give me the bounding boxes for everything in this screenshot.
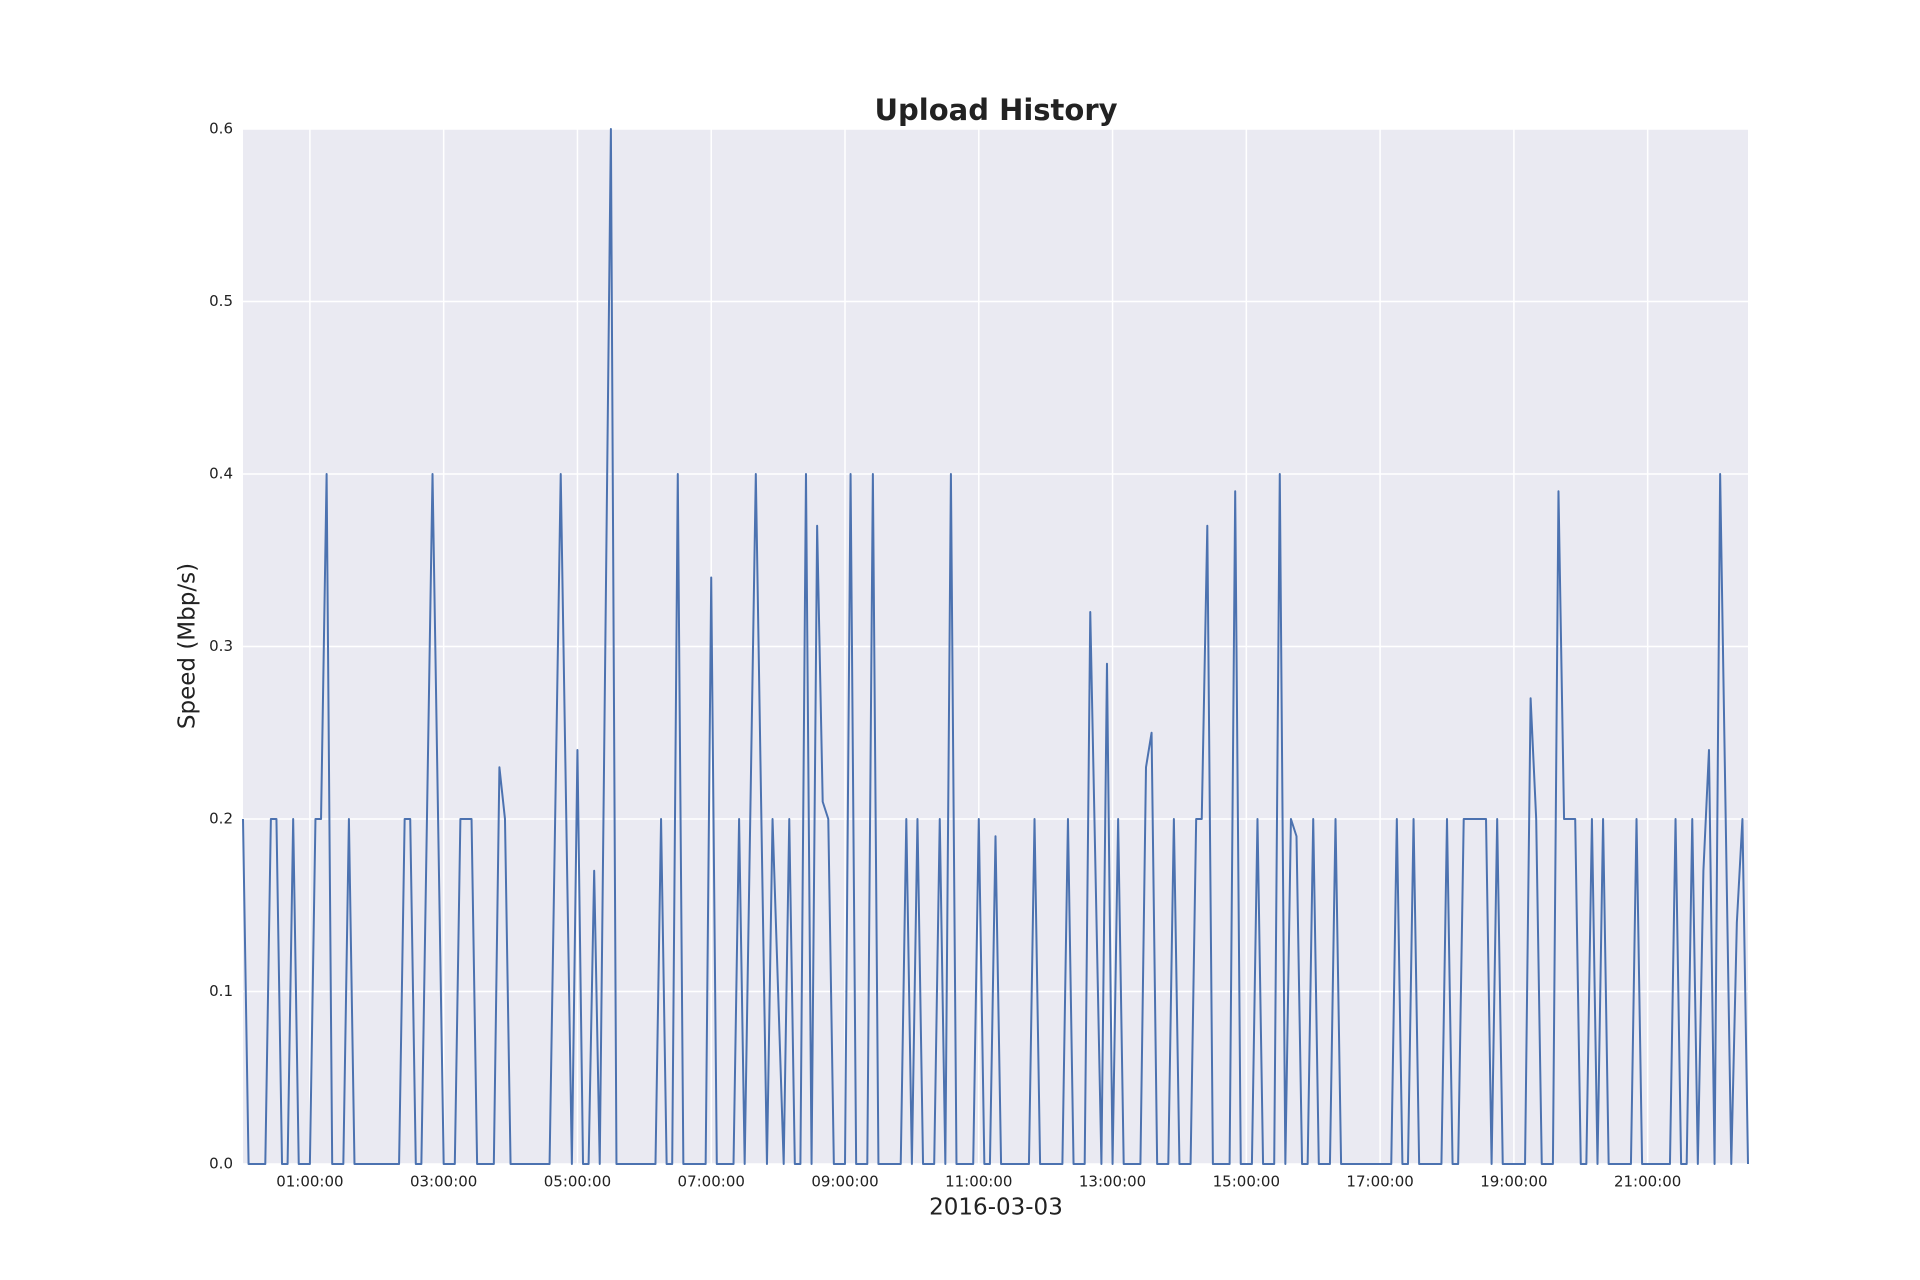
y-tick-label: 0.4	[209, 465, 233, 483]
x-tick-label: 05:00:00	[544, 1173, 611, 1191]
x-tick-label: 19:00:00	[1480, 1173, 1547, 1191]
y-tick-label: 0.3	[209, 637, 233, 655]
y-tick-label: 0.5	[209, 292, 233, 310]
x-tick-label: 13:00:00	[1079, 1173, 1146, 1191]
x-tick-label: 17:00:00	[1346, 1173, 1413, 1191]
y-tick-label: 0.6	[209, 120, 233, 138]
x-tick-label: 07:00:00	[678, 1173, 745, 1191]
data-line	[242, 128, 1749, 1165]
x-tick-label: 01:00:00	[276, 1173, 343, 1191]
y-tick-label: 0.2	[209, 810, 233, 828]
x-tick-label: 03:00:00	[410, 1173, 477, 1191]
x-tick-label: 11:00:00	[945, 1173, 1012, 1191]
y-tick-label: 0.1	[209, 982, 233, 1000]
y-tick-label: 0.0	[209, 1155, 233, 1173]
chart-title: Upload History	[874, 93, 1117, 127]
y-axis-label: Speed (Mbp/s)	[175, 563, 201, 729]
x-tick-label: 15:00:00	[1213, 1173, 1280, 1191]
x-tick-label: 21:00:00	[1614, 1173, 1681, 1191]
x-axis-label: 2016-03-03	[929, 1195, 1063, 1221]
x-tick-label: 09:00:00	[811, 1173, 878, 1191]
